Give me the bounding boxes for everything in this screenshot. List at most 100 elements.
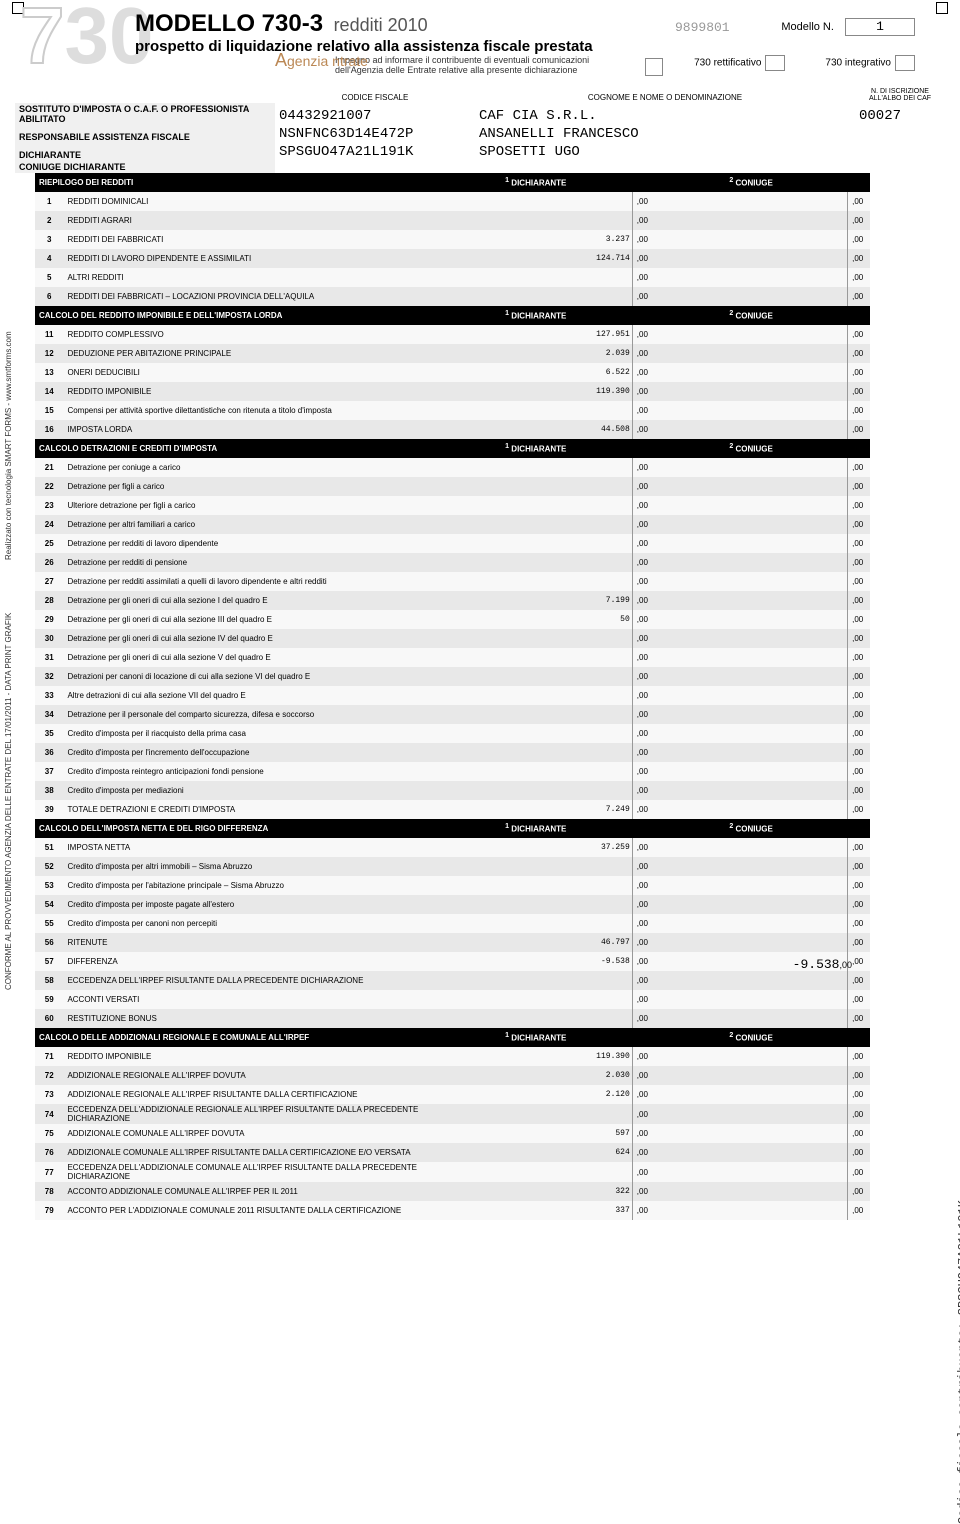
val-dich: 37.259 (439, 838, 632, 857)
row-num: 14 (35, 382, 63, 401)
row-num: 58 (35, 971, 63, 990)
hdr-nome (475, 161, 855, 173)
row-num: 36 (35, 743, 63, 762)
dec-con: ,00 (848, 591, 870, 610)
row-num: 24 (35, 515, 63, 534)
val-dich: 322 (439, 1182, 632, 1201)
val-dich (439, 553, 632, 572)
data-row: 23Ulteriore detrazione per figli a caric… (35, 496, 870, 515)
data-row: 21Detrazione per coniuge a carico,00,00 (35, 458, 870, 477)
row-label: Credito d'imposta per l'abitazione princ… (63, 876, 439, 895)
val-dich (439, 534, 632, 553)
row-label: Detrazione per gli oneri di cui alla sez… (63, 648, 439, 667)
val-con (655, 1066, 848, 1085)
row-num: 27 (35, 572, 63, 591)
dec-con: ,00 (848, 344, 870, 363)
row-num: 52 (35, 857, 63, 876)
dec-dich: ,00 (632, 1182, 654, 1201)
val-con (655, 610, 848, 629)
row-label: Credito d'imposta per imposte pagate all… (63, 895, 439, 914)
val-con (655, 382, 848, 401)
dec-dich: ,00 (632, 268, 654, 287)
val-con (655, 458, 848, 477)
dec-dich: ,00 (632, 363, 654, 382)
row-label: Credito d'imposta reintegro anticipazion… (63, 762, 439, 781)
col-dich: 1 DICHIARANTE (439, 306, 632, 325)
row-num: 5 (35, 268, 63, 287)
row-label: ALTRI REDDITI (63, 268, 439, 287)
data-row: 57DIFFERENZA-9.538,00,00-9.538,00 (35, 952, 870, 971)
dec-dich: ,00 (632, 838, 654, 857)
hdr-row-label: CONIUGE DICHIARANTE (15, 161, 275, 173)
row-label: RITENUTE (63, 933, 439, 952)
dec-con: ,00 (848, 363, 870, 382)
dec-con: ,00 (848, 743, 870, 762)
row-label: REDDITO IMPONIBILE (63, 1047, 439, 1066)
hdr-nome: CAF CIA S.R.L. (475, 103, 855, 125)
dec-con: ,00 (848, 1085, 870, 1104)
dec-dich: ,00 (632, 781, 654, 800)
val-con (655, 287, 848, 306)
val-con (655, 572, 848, 591)
data-row: 30Detrazione per gli oneri di cui alla s… (35, 629, 870, 648)
row-num: 12 (35, 344, 63, 363)
dec-dich: ,00 (632, 401, 654, 420)
val-dich (439, 705, 632, 724)
data-row: 15Compensi per attività sportive diletta… (35, 401, 870, 420)
dec-dich: ,00 (632, 648, 654, 667)
row-label: IMPOSTA LORDA (63, 420, 439, 439)
dec-con: ,00 (848, 287, 870, 306)
val-dich (439, 743, 632, 762)
row-label: ACCONTO ADDIZIONALE COMUNALE ALL'IRPEF P… (63, 1182, 439, 1201)
row-label: REDDITI DEI FABBRICATI (63, 230, 439, 249)
val-dich: 6.522 (439, 363, 632, 382)
val-con (655, 686, 848, 705)
dec-con: ,00 (848, 515, 870, 534)
val-dich: 119.390 (439, 1047, 632, 1066)
val-con (655, 249, 848, 268)
dec-con: ,00 (848, 553, 870, 572)
dec-dich: ,00 (632, 1162, 654, 1182)
row-num: 6 (35, 287, 63, 306)
hdr-cf: NSNFNC63D14E472P (275, 125, 475, 143)
val-dich: -9.538 (439, 952, 632, 971)
row-num: 3 (35, 230, 63, 249)
data-row: 2REDDITI AGRARI,00,00 (35, 211, 870, 230)
dec-con: ,00 (848, 325, 870, 344)
row-num: 51 (35, 838, 63, 857)
val-con (655, 534, 848, 553)
dec-con: ,00 (848, 420, 870, 439)
val-con (655, 591, 848, 610)
val-con (655, 477, 848, 496)
dec-con: ,00 (848, 230, 870, 249)
data-row: 24Detrazione per altri familiari a caric… (35, 515, 870, 534)
col-dich: 1 DICHIARANTE (439, 173, 632, 192)
val-dich (439, 287, 632, 306)
dec-con: ,00 (848, 249, 870, 268)
dec-dich: ,00 (632, 591, 654, 610)
data-row: 34Detrazione per il personale del compar… (35, 705, 870, 724)
section-title: CALCOLO DELLE ADDIZIONALI REGIONALE E CO… (35, 1028, 439, 1047)
data-row: 11REDDITO COMPLESSIVO127.951,00,00 (35, 325, 870, 344)
row-num: 79 (35, 1201, 63, 1220)
val-con (655, 515, 848, 534)
hdr-row-label: SOSTITUTO D'IMPOSTA O C.A.F. O PROFESSIO… (15, 103, 275, 125)
data-row: 60RESTITUZIONE BONUS,00,00 (35, 1009, 870, 1028)
dec-con: ,00 (848, 1201, 870, 1220)
row-label: Detrazione per gli oneri di cui alla sez… (63, 610, 439, 629)
dec-con: ,00 (848, 857, 870, 876)
dec-con: ,00 (848, 762, 870, 781)
dec-dich: ,00 (632, 572, 654, 591)
row-label: Credito d'imposta per mediazioni (63, 781, 439, 800)
val-dich (439, 496, 632, 515)
row-num: 75 (35, 1124, 63, 1143)
hdr-cf: SPSGUO47A21L191K (275, 143, 475, 161)
dec-con: ,00 (848, 990, 870, 1009)
val-dich (439, 667, 632, 686)
section-table: RIEPILOGO DEI REDDITI1 DICHIARANTE2 CONI… (35, 173, 870, 306)
col-dich: 1 DICHIARANTE (439, 819, 632, 838)
data-row: 3REDDITI DEI FABBRICATI3.237,00,00 (35, 230, 870, 249)
dec-dich: ,00 (632, 1009, 654, 1028)
row-label: IMPOSTA NETTA (63, 838, 439, 857)
data-row: 77ECCEDENZA DELL'ADDIZIONALE COMUNALE AL… (35, 1162, 870, 1182)
